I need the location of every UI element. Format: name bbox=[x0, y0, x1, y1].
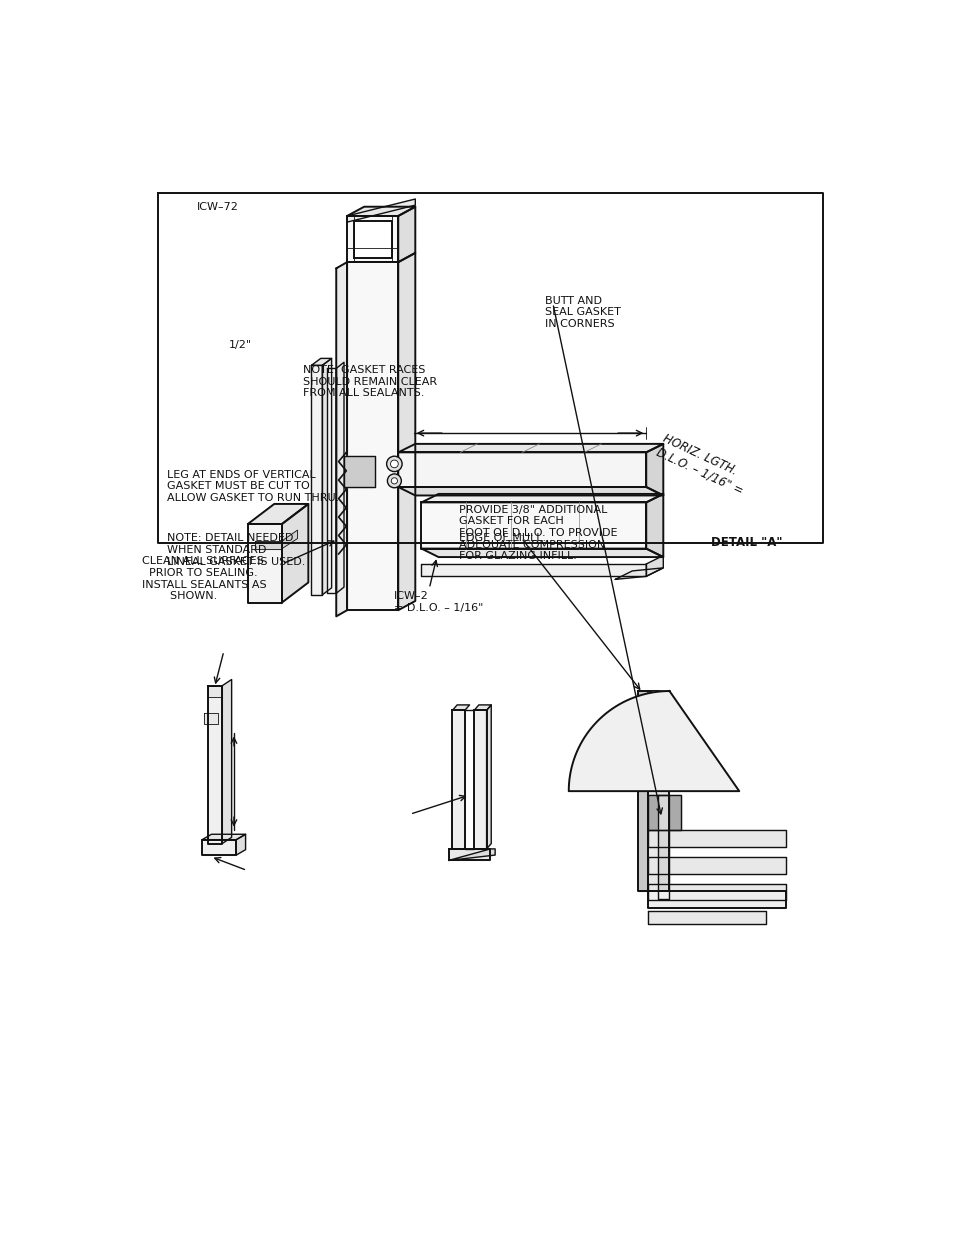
Polygon shape bbox=[222, 679, 232, 844]
Polygon shape bbox=[344, 456, 375, 487]
Polygon shape bbox=[568, 692, 739, 792]
Polygon shape bbox=[452, 710, 464, 848]
Polygon shape bbox=[327, 368, 335, 593]
Circle shape bbox=[386, 456, 402, 472]
Polygon shape bbox=[311, 366, 322, 595]
Circle shape bbox=[390, 461, 397, 468]
Polygon shape bbox=[157, 193, 822, 543]
Polygon shape bbox=[248, 524, 282, 603]
Text: DETAIL "A": DETAIL "A" bbox=[710, 536, 781, 550]
Polygon shape bbox=[397, 487, 662, 495]
Text: BUTT AND
SEAL GASKET
IN CORNERS: BUTT AND SEAL GASKET IN CORNERS bbox=[544, 295, 620, 329]
Text: PROVIDE 3/8" ADDITIONAL
GASKET FOR EACH
FOOT OF D.L.O. TO PROVIDE
ADEQUATE COMPR: PROVIDE 3/8" ADDITIONAL GASKET FOR EACH … bbox=[459, 505, 618, 561]
Text: ICW–72: ICW–72 bbox=[196, 203, 238, 212]
Polygon shape bbox=[645, 494, 662, 557]
Polygon shape bbox=[322, 358, 332, 595]
Polygon shape bbox=[645, 556, 662, 577]
Text: ICW–2
= D.L.O. – 1/16": ICW–2 = D.L.O. – 1/16" bbox=[394, 592, 483, 613]
Polygon shape bbox=[658, 795, 669, 899]
Circle shape bbox=[391, 478, 397, 484]
Text: HORIZ. LGTH.
D.L.O. – 1/16" =: HORIZ. LGTH. D.L.O. – 1/16" = bbox=[654, 431, 751, 496]
Polygon shape bbox=[421, 564, 645, 577]
Polygon shape bbox=[645, 443, 662, 495]
Polygon shape bbox=[615, 568, 662, 579]
Polygon shape bbox=[647, 692, 669, 892]
Polygon shape bbox=[647, 795, 680, 830]
Polygon shape bbox=[647, 910, 765, 924]
Polygon shape bbox=[397, 443, 662, 452]
Polygon shape bbox=[354, 221, 392, 258]
Polygon shape bbox=[204, 713, 217, 724]
Polygon shape bbox=[421, 494, 662, 503]
Polygon shape bbox=[282, 530, 297, 548]
Polygon shape bbox=[452, 705, 469, 710]
Polygon shape bbox=[202, 835, 245, 840]
Polygon shape bbox=[347, 206, 415, 216]
Polygon shape bbox=[421, 503, 645, 548]
Polygon shape bbox=[397, 452, 645, 487]
Polygon shape bbox=[638, 692, 647, 892]
Polygon shape bbox=[282, 504, 308, 603]
Text: LEG AT ENDS OF VERTICAL
GASKET MUST BE CUT TO
ALLOW GASKET TO RUN THRU.: LEG AT ENDS OF VERTICAL GASKET MUST BE C… bbox=[167, 469, 339, 503]
Polygon shape bbox=[421, 548, 662, 557]
Text: NOTE: GASKET RACES
SHOULD REMAIN CLEAR
FROM ALL SEALANTS.: NOTE: GASKET RACES SHOULD REMAIN CLEAR F… bbox=[302, 366, 436, 398]
Polygon shape bbox=[397, 206, 415, 262]
Polygon shape bbox=[347, 262, 397, 610]
Polygon shape bbox=[248, 504, 308, 524]
Polygon shape bbox=[202, 840, 236, 855]
Polygon shape bbox=[347, 199, 415, 222]
Polygon shape bbox=[254, 541, 282, 548]
Polygon shape bbox=[474, 705, 491, 710]
Text: NOTE: DETAIL NEEDED
WHEN STANDARD
LINEAL GASKET IS USED.: NOTE: DETAIL NEEDED WHEN STANDARD LINEAL… bbox=[167, 534, 305, 567]
Polygon shape bbox=[474, 710, 486, 848]
Polygon shape bbox=[208, 685, 222, 698]
Text: EDGE OF MULL.: EDGE OF MULL. bbox=[459, 534, 546, 543]
Polygon shape bbox=[647, 883, 785, 900]
Circle shape bbox=[387, 474, 401, 488]
Polygon shape bbox=[647, 892, 785, 908]
Polygon shape bbox=[335, 362, 344, 593]
Polygon shape bbox=[647, 830, 785, 846]
Polygon shape bbox=[236, 835, 245, 855]
Polygon shape bbox=[335, 262, 347, 616]
Text: 1/2": 1/2" bbox=[229, 341, 252, 351]
Text: CLEAN ALL SURFACES
  PRIOR TO SEALING.
INSTALL SEALANTS AS
        SHOWN.: CLEAN ALL SURFACES PRIOR TO SEALING. INS… bbox=[142, 556, 267, 601]
Polygon shape bbox=[448, 848, 490, 861]
Polygon shape bbox=[347, 216, 397, 262]
Polygon shape bbox=[208, 685, 222, 844]
Polygon shape bbox=[448, 848, 495, 861]
Polygon shape bbox=[311, 358, 332, 366]
Polygon shape bbox=[647, 857, 785, 873]
Polygon shape bbox=[397, 253, 415, 610]
Polygon shape bbox=[486, 705, 491, 848]
